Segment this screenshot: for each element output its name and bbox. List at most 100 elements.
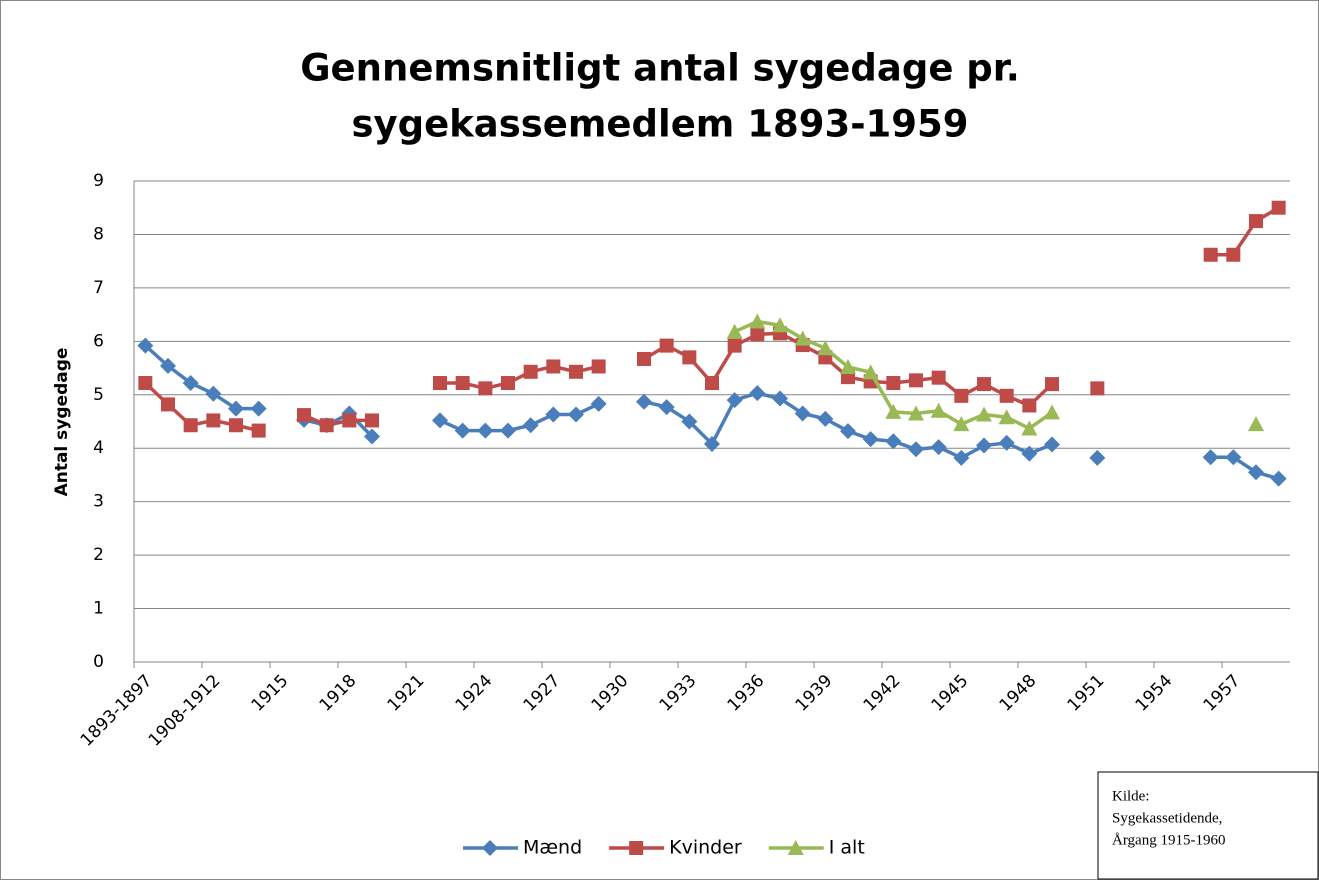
marker (1202, 449, 1219, 466)
marker (930, 402, 947, 418)
y-tick-label: 0 (93, 652, 104, 672)
marker (523, 364, 538, 379)
marker (1249, 214, 1263, 229)
marker (229, 418, 243, 433)
marker (1225, 449, 1242, 466)
marker (886, 376, 901, 391)
y-tick-label: 5 (93, 385, 104, 405)
marker (1022, 398, 1037, 413)
marker (726, 392, 743, 409)
y-tick-label: 1 (93, 599, 104, 619)
marker (681, 413, 698, 430)
marker (1045, 377, 1059, 392)
marker (772, 390, 788, 407)
marker (659, 338, 674, 353)
marker (1203, 247, 1218, 262)
marker (840, 358, 856, 374)
marker (1021, 420, 1038, 436)
annotation: Kilde: (1112, 788, 1150, 804)
marker (840, 423, 856, 440)
marker (977, 377, 991, 392)
marker (749, 313, 766, 329)
marker (705, 376, 719, 391)
marker (658, 399, 675, 416)
marker (1271, 200, 1286, 215)
marker (455, 376, 470, 391)
chart-title: sygekassemedlem 1893-1959 (351, 103, 968, 146)
marker (976, 406, 992, 422)
marker (477, 422, 494, 439)
y-tick-label: 3 (93, 492, 104, 512)
marker (862, 431, 879, 448)
y-tick-label: 4 (93, 438, 104, 458)
marker (183, 418, 198, 433)
y-tick-label: 7 (93, 278, 104, 298)
marker (364, 428, 380, 445)
marker (817, 340, 834, 356)
marker (1270, 470, 1287, 487)
marker (138, 376, 153, 391)
marker (682, 350, 697, 365)
marker (953, 449, 970, 466)
marker (182, 375, 199, 392)
marker (500, 422, 516, 439)
marker (999, 388, 1014, 403)
marker (160, 357, 176, 374)
marker (137, 337, 154, 354)
marker (637, 351, 651, 366)
annotation: Årgang 1915-1960 (1112, 832, 1225, 848)
marker (250, 400, 267, 417)
marker (636, 393, 652, 410)
marker (862, 364, 879, 380)
marker (297, 408, 311, 423)
marker (787, 840, 804, 855)
y-axis-label: Antal sygedage (52, 348, 72, 497)
marker (591, 359, 606, 374)
marker (750, 327, 765, 342)
marker (319, 418, 334, 433)
y-tick-label: 2 (93, 545, 104, 565)
marker (205, 385, 222, 402)
legend-label: I alt (829, 837, 865, 859)
marker (482, 840, 498, 856)
marker (342, 413, 357, 428)
marker (590, 395, 607, 412)
marker (1248, 416, 1264, 432)
marker (998, 434, 1015, 451)
marker (749, 385, 766, 402)
legend-label: Mænd (523, 837, 582, 859)
marker (953, 416, 970, 432)
marker (976, 437, 992, 454)
marker (704, 435, 720, 452)
marker (501, 376, 515, 391)
marker (794, 330, 811, 346)
marker (569, 364, 583, 379)
marker (1044, 436, 1060, 453)
marker (930, 439, 947, 456)
y-tick-label: 9 (93, 171, 104, 191)
marker (568, 406, 584, 423)
marker (885, 403, 902, 419)
annotation-box (1097, 771, 1319, 880)
marker (251, 423, 266, 438)
marker (908, 405, 924, 421)
marker (954, 388, 969, 403)
marker (1248, 464, 1264, 481)
marker (545, 406, 562, 423)
marker (161, 397, 175, 412)
marker (478, 381, 493, 396)
marker (794, 405, 811, 422)
chart-title: Gennemsnitligt antal sygedage pr. (300, 47, 1020, 90)
marker (365, 413, 379, 428)
marker (817, 410, 834, 427)
series-line (144, 206, 1280, 433)
legend-label: Kvinder (669, 837, 742, 859)
marker (432, 412, 448, 429)
marker (727, 338, 742, 353)
marker (546, 359, 561, 374)
marker (1089, 449, 1106, 466)
marker (772, 317, 788, 333)
marker (1090, 381, 1105, 396)
